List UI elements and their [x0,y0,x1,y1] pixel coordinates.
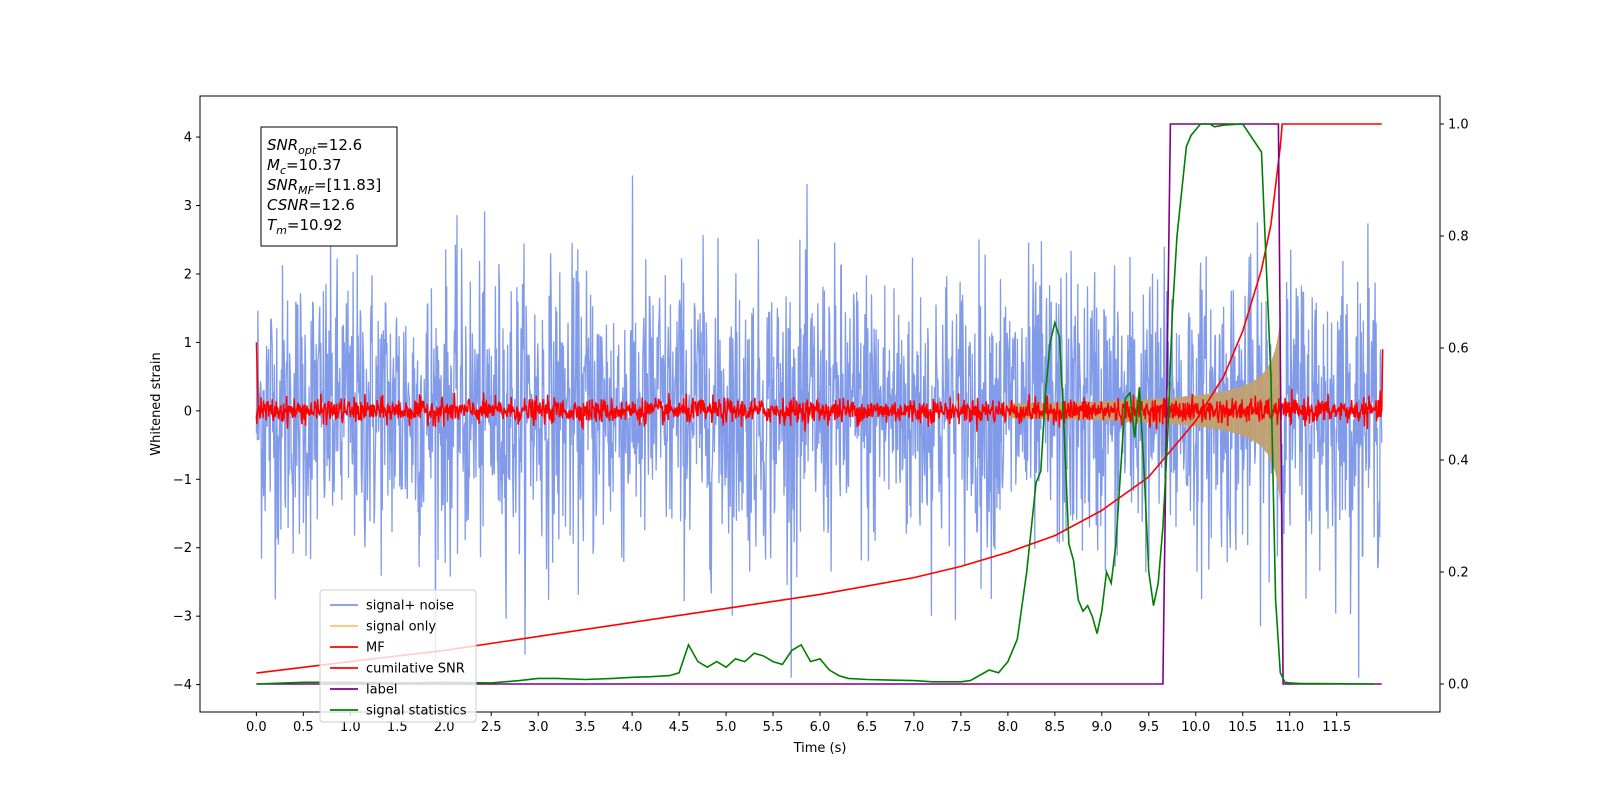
y-left-tick-label: 0 [184,404,192,419]
x-tick-label: 7.0 [904,720,925,735]
x-tick-label: 4.0 [622,720,643,735]
x-tick-label: 5.0 [716,720,737,735]
x-tick-label: 9.5 [1138,720,1159,735]
stats-symbol: SNR [267,136,298,154]
stats-line: Tm=10.92 [267,216,342,237]
legend-items: signal+ noise signal only MF cumilative SNR… [330,599,467,719]
legend-label: label [366,683,397,698]
stats-symbol: T [267,216,278,234]
stats-symbol: CSNR [267,196,309,214]
stats-subscript: MF [298,184,314,197]
stats-line: SNRopt=12.6 [267,136,362,157]
stats-box-frame [260,126,398,247]
x-tick-label: 10.5 [1228,720,1257,735]
x-tick-label: 10.0 [1181,720,1210,735]
stats-symbol: SNR [267,176,298,194]
y-left-tick-label: −2 [173,541,192,556]
y-right-tick-label: 0.8 [1448,230,1469,245]
y-left-tick-label: 4 [184,131,192,146]
legend-label: signal+ noise [366,599,454,614]
legend-label: signal only [366,620,436,635]
y-left-tick-label: 3 [184,199,192,214]
x-tick-label: 2.0 [434,720,455,735]
x-tick-label: 11.5 [1322,720,1351,735]
y-right-tick-label: 0.4 [1448,454,1469,469]
y-axis-title: Whitened strain [149,352,164,455]
stats-subscript: m [276,224,287,237]
x-tick-label: 6.0 [810,720,831,735]
legend-label: MF [366,641,385,656]
x-axis-title: Time (s) [793,741,847,756]
stats-value: =10.37 [286,156,342,174]
stats-box: SNRopt=12.6Mc=10.37SNRMF=[11.83]CSNR=12.… [260,126,398,247]
stats-line: SNRMF=[11.83] [267,176,381,197]
x-tick-label: 2.5 [481,720,502,735]
legend: signal+ noise signal only MF cumilative SNR… [319,589,477,723]
stats-symbol: M [267,156,280,174]
stats-subscript: opt [298,144,317,157]
x-tick-label: 0.0 [246,720,267,735]
x-tick-label: 8.0 [998,720,1019,735]
stats-line: Mc=10.37 [267,156,342,177]
y-left-tick-label: 2 [184,267,192,282]
stats-value: =[11.83] [314,176,381,194]
x-tick-label: 4.5 [669,720,690,735]
x-tick-label: 8.5 [1045,720,1066,735]
stats-lines: SNRopt=12.6Mc=10.37SNRMF=[11.83]CSNR=12.… [267,136,381,237]
x-tick-label: 3.5 [575,720,596,735]
x-tick-label: 1.0 [340,720,361,735]
series-mf [255,342,1384,432]
y-left-tick-label: −3 [173,610,192,625]
y-left-tick-label: −1 [173,473,192,488]
y-left-tick-label: 1 [184,336,192,351]
x-tick-label: 6.5 [857,720,878,735]
x-tick-label: 7.5 [951,720,972,735]
series-signal-statistics [256,123,1375,685]
legend-label: cumilative SNR [366,662,465,677]
stats-subscript: c [280,164,286,177]
x-tick-label: 3.0 [528,720,549,735]
x-tick-label: 11.0 [1275,720,1304,735]
x-tick-label: 0.5 [293,720,314,735]
y-right-tick-label: 0.6 [1448,342,1469,357]
ticks-layer: 0.0 0.5 1.0 1.5 2.0 2.5 3.0 3.5 4.0 4.5 5.0 5.5 6.0 6… [173,118,1469,736]
legend-label: signal statistics [366,704,467,719]
x-tick-label: 9.0 [1091,720,1112,735]
y-left-tick-label: −4 [173,678,192,693]
stats-value: =10.92 [287,216,343,234]
y-right-tick-label: 1.0 [1448,118,1469,133]
x-tick-label: 5.5 [763,720,784,735]
stats-value: =12.6 [309,196,355,214]
x-tick-label: 1.5 [387,720,408,735]
stats-line: CSNR=12.6 [267,196,355,214]
y-right-tick-label: 0.2 [1448,566,1469,581]
stats-value: =12.6 [316,136,362,154]
series-layer [255,123,1384,685]
legend-frame [319,589,477,723]
y-right-tick-label: 0.0 [1448,678,1469,693]
